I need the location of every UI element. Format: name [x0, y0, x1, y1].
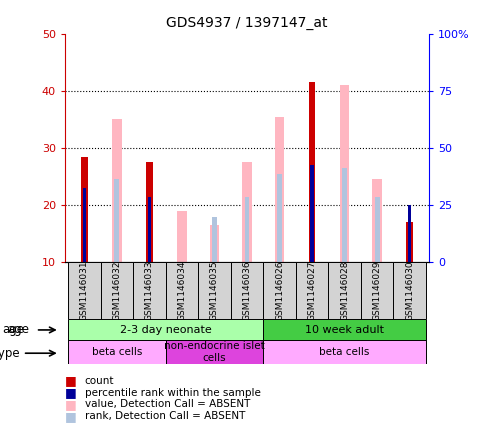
Text: GSM1146028: GSM1146028 [340, 261, 349, 321]
Text: count: count [85, 376, 114, 386]
Text: GSM1146032: GSM1146032 [112, 261, 121, 321]
Text: value, Detection Call = ABSENT: value, Detection Call = ABSENT [85, 399, 250, 409]
Bar [274, 117, 284, 262]
Bar [408, 205, 411, 262]
Bar [148, 197, 151, 262]
Bar [146, 162, 153, 262]
Text: age: age [7, 324, 29, 336]
Bar [114, 179, 119, 262]
Text: rank, Detection Call = ABSENT: rank, Detection Call = ABSENT [85, 411, 245, 421]
Bar [340, 85, 349, 262]
FancyBboxPatch shape [68, 319, 263, 341]
Text: GSM1146036: GSM1146036 [243, 261, 251, 321]
FancyBboxPatch shape [101, 262, 133, 319]
Bar [309, 168, 314, 262]
Text: ■: ■ [65, 386, 77, 399]
Text: GSM1146034: GSM1146034 [178, 261, 187, 321]
Text: GSM1146035: GSM1146035 [210, 261, 219, 321]
FancyBboxPatch shape [361, 262, 393, 319]
Bar [375, 197, 380, 262]
Text: GSM1146027: GSM1146027 [307, 261, 316, 321]
Text: GSM1146033: GSM1146033 [145, 261, 154, 321]
Bar [277, 174, 282, 262]
FancyBboxPatch shape [328, 262, 361, 319]
FancyBboxPatch shape [263, 319, 426, 341]
FancyBboxPatch shape [263, 262, 296, 319]
FancyBboxPatch shape [68, 340, 166, 364]
Bar [372, 179, 382, 262]
Title: GDS4937 / 1397147_at: GDS4937 / 1397147_at [166, 16, 328, 30]
Text: percentile rank within the sample: percentile rank within the sample [85, 387, 260, 398]
Bar [81, 157, 88, 262]
Text: GSM1146029: GSM1146029 [373, 261, 382, 321]
Text: 10 week adult: 10 week adult [305, 324, 384, 335]
Bar [309, 82, 315, 262]
Bar [210, 225, 220, 262]
Bar [242, 162, 252, 262]
Text: GSM1146031: GSM1146031 [80, 261, 89, 321]
Bar [212, 217, 217, 262]
Bar [177, 211, 187, 262]
Text: non-endocrine islet
cells: non-endocrine islet cells [164, 341, 265, 363]
Text: age: age [2, 323, 24, 336]
FancyBboxPatch shape [296, 262, 328, 319]
FancyBboxPatch shape [393, 262, 426, 319]
Text: beta cells: beta cells [92, 347, 142, 357]
FancyBboxPatch shape [68, 262, 101, 319]
FancyBboxPatch shape [166, 262, 198, 319]
FancyBboxPatch shape [263, 340, 426, 364]
Bar [406, 222, 413, 262]
Text: ■: ■ [65, 398, 77, 411]
Bar [342, 168, 347, 262]
Bar [245, 197, 250, 262]
FancyBboxPatch shape [198, 262, 231, 319]
Bar [112, 119, 122, 262]
Text: GSM1146030: GSM1146030 [405, 261, 414, 321]
FancyBboxPatch shape [133, 262, 166, 319]
Text: GSM1146026: GSM1146026 [275, 261, 284, 321]
FancyBboxPatch shape [166, 340, 263, 364]
Text: 2-3 day neonate: 2-3 day neonate [120, 324, 212, 335]
Bar [83, 188, 86, 262]
Text: cell type: cell type [0, 347, 19, 360]
Text: ■: ■ [65, 374, 77, 387]
Text: ■: ■ [65, 410, 77, 423]
FancyBboxPatch shape [231, 262, 263, 319]
Text: beta cells: beta cells [319, 347, 370, 357]
Bar [310, 165, 314, 262]
